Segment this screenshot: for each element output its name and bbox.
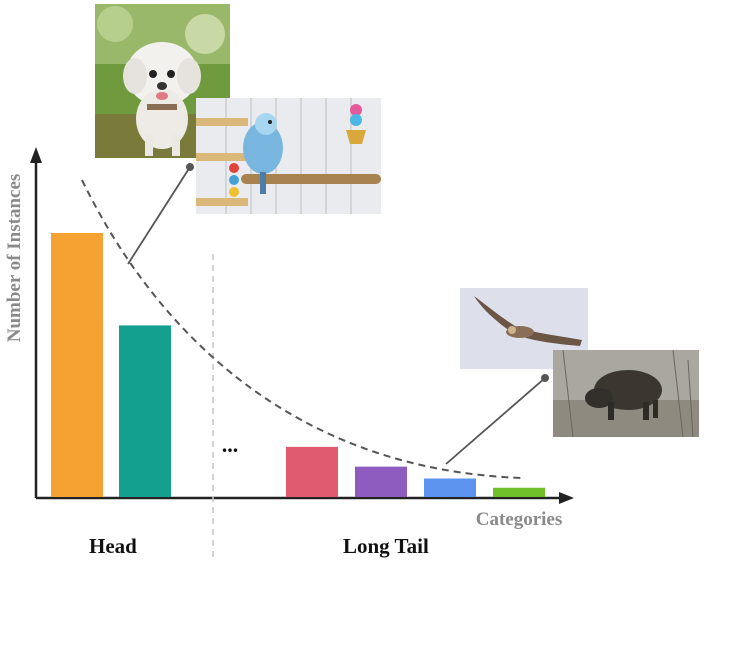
ellipsis: ... <box>222 432 239 457</box>
trend-curve <box>81 179 523 479</box>
head-bar-1 <box>51 233 103 497</box>
head-pointer-line <box>127 166 191 265</box>
boar-photo <box>553 350 699 437</box>
parrot-photo <box>196 98 381 214</box>
x-axis-label: Categories <box>476 509 563 530</box>
head-bar-2 <box>119 325 171 497</box>
x-axis-arrow-icon <box>559 492 574 504</box>
tail-bar-4 <box>355 466 407 497</box>
head-pointer-dot <box>186 163 194 171</box>
y-axis-label: Number of Instances <box>4 174 25 343</box>
bars <box>51 233 545 497</box>
tail-pointer-line <box>445 377 546 465</box>
y-axis-arrow-icon <box>30 147 42 163</box>
tail-bar-6 <box>493 487 545 497</box>
head-label: Head <box>89 534 137 558</box>
tail-bar-5 <box>424 478 476 497</box>
long-tail-label: Long Tail <box>343 534 429 558</box>
tail-pointer-dot <box>541 374 549 382</box>
tail-bar-3 <box>286 446 338 497</box>
